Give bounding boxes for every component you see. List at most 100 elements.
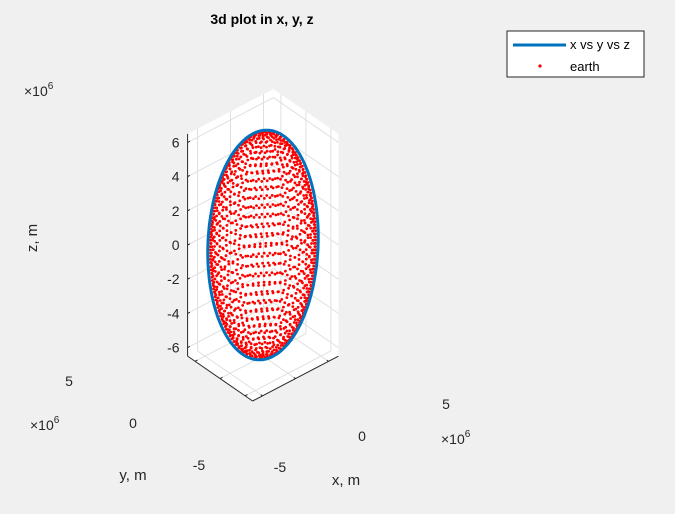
earth-point [279,177,282,181]
earth-point [215,231,219,235]
earth-point [235,338,239,342]
earth-point [269,150,272,153]
earth-point [297,312,300,315]
earth-point [292,196,296,199]
earth-point [299,296,303,300]
earth-point [222,182,226,186]
earth-point [254,180,258,183]
earth-point [300,164,304,168]
earth-point [282,288,286,292]
earth-point [239,295,243,299]
earth-point [213,255,216,259]
earth-point [248,163,252,167]
earth-point [260,347,264,350]
earth-point [293,275,297,278]
earth-point [284,269,287,273]
earth-point [236,287,240,291]
earth-point [262,251,266,255]
earth-point [270,271,274,274]
earth-point [300,303,303,306]
earth-point [281,337,285,341]
multiplier-text: ×10 [30,417,54,433]
earth-point [273,251,277,255]
earth-point [266,157,269,160]
earth-point [292,186,295,190]
earth-point [219,312,223,315]
earth-point [309,233,312,236]
multiplier-text: ×10 [441,431,465,447]
earth-point [313,220,317,224]
earth-point [264,244,268,248]
earth-point [227,164,231,168]
earth-point [250,143,254,147]
z-exponent-label: ×106 [24,81,54,99]
legend-entry-earth: earth [570,59,600,74]
earth-point [288,159,292,163]
earth-point [309,271,312,274]
earth-point [268,196,272,200]
earth-point [289,317,292,320]
earth-point [277,168,281,171]
earth-point [255,204,258,208]
earth-point [314,251,317,255]
earth-point [281,272,284,276]
earth-point [257,156,260,160]
earth-point [253,186,257,190]
earth-point [266,212,269,216]
earth-point [222,195,226,199]
earth-point [273,144,277,148]
earth-point [230,170,234,174]
earth-point [257,206,261,210]
earth-point [223,309,227,313]
earth-point [242,323,246,327]
earth-point [225,233,229,237]
earth-point [217,309,221,312]
earth-point [287,286,290,290]
earth-point [246,274,250,278]
earth-point [245,335,248,338]
earth-point [311,229,314,233]
earth-point [234,279,237,282]
earth-point [239,185,243,189]
earth-point [286,292,289,296]
earth-point [261,261,264,265]
earth-point [292,321,296,324]
earth-point [279,321,283,324]
earth-point [227,262,231,266]
earth-point [288,146,291,150]
earth-point [264,141,268,144]
earth-point [241,330,245,333]
earth-point [254,233,257,236]
earth-point [231,313,234,317]
earth-point [267,349,270,353]
earth-point [265,234,269,238]
earth-point [280,241,284,245]
earth-point [235,315,239,319]
earth-point [266,254,269,258]
earth-point [229,231,233,234]
legend[interactable]: x vs y vs z earth [506,30,645,78]
x-tick-label: -5 [274,459,287,475]
earth-point [249,149,252,153]
earth-point [283,301,287,305]
earth-point [256,317,260,321]
earth-point [226,284,229,287]
earth-point [217,212,221,216]
earth-point [297,258,301,261]
earth-point [233,173,236,176]
earth-point [237,322,241,326]
earth-point [281,174,284,178]
earth-point [286,229,290,233]
earth-point [250,156,253,160]
earth-point [245,155,249,158]
earth-point [298,232,302,236]
earth-point [273,335,277,338]
earth-point [300,229,303,232]
earth-point [247,340,251,344]
earth-point [276,307,280,310]
earth-point [231,185,235,189]
earth-point [240,344,244,348]
earth-point [244,178,248,182]
earth-point [214,293,218,297]
earth-point [254,347,258,350]
